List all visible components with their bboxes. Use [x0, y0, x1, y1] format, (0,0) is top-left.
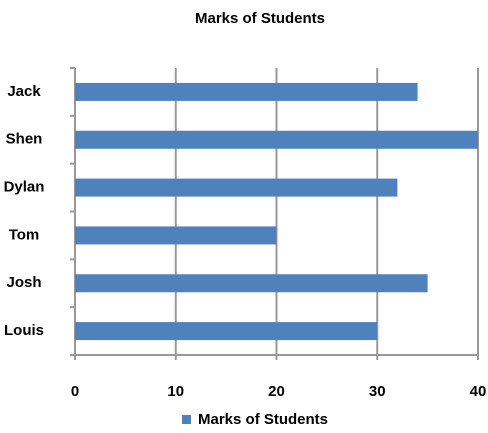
x-tick-label: 10 [167, 383, 184, 400]
bar [75, 274, 428, 293]
y-tick-label: Louis [4, 322, 44, 339]
chart-title: Marks of Students [195, 10, 325, 27]
y-tick-label: Josh [6, 274, 41, 291]
x-tick-label: 20 [268, 383, 285, 400]
legend-label: Marks of Students [198, 411, 328, 428]
x-tick-label: 30 [369, 383, 386, 400]
bar [75, 322, 378, 341]
x-tick-label: 0 [71, 383, 79, 400]
bar [75, 82, 418, 101]
y-tick-label: Tom [9, 226, 40, 243]
y-tick-label: Shen [6, 131, 43, 148]
bar [75, 130, 478, 149]
bar [75, 178, 398, 197]
bar [75, 226, 277, 245]
legend-swatch [182, 415, 191, 424]
y-tick-label: Jack [7, 83, 41, 100]
y-tick-label: Dylan [4, 179, 45, 196]
x-tick-label: 40 [470, 383, 487, 400]
